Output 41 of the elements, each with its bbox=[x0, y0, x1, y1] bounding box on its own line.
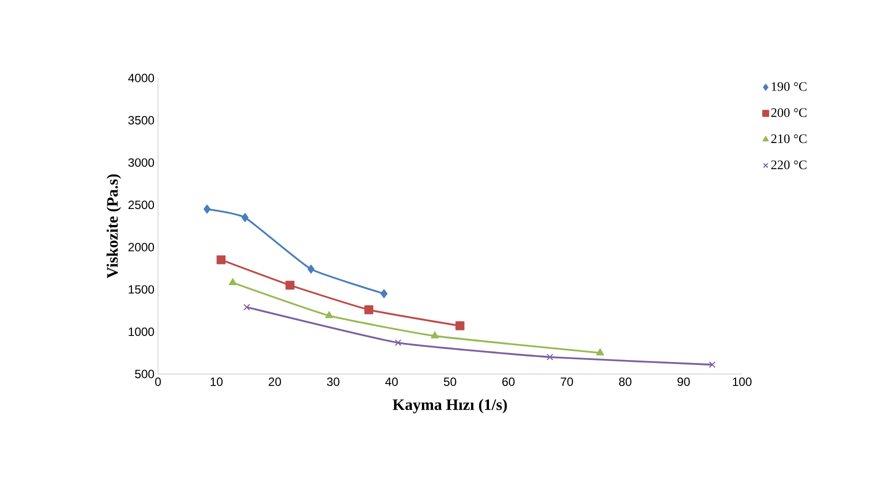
x-tick-label: 0 bbox=[155, 378, 161, 386]
y-tick-label: 2500 bbox=[128, 200, 154, 210]
x-tick-label: 20 bbox=[268, 378, 281, 386]
point bbox=[596, 348, 604, 356]
point bbox=[430, 331, 439, 338]
x-tick-label: 70 bbox=[560, 378, 573, 386]
point bbox=[708, 361, 716, 368]
legend-label: 200 °C bbox=[771, 108, 806, 118]
x-tick-label: 80 bbox=[619, 378, 632, 386]
point bbox=[243, 304, 250, 311]
point bbox=[286, 280, 294, 290]
point bbox=[380, 289, 388, 298]
x-tick-label: 60 bbox=[502, 378, 515, 386]
y-tick-label: 3000 bbox=[128, 158, 154, 167]
y-tick-label: 4000 bbox=[128, 74, 154, 82]
y-tick-label: 2000 bbox=[128, 242, 154, 252]
y-tick-label: 1500 bbox=[128, 285, 154, 294]
point bbox=[228, 278, 237, 286]
x-tick-label: 90 bbox=[678, 378, 690, 386]
y-tick-label: 1000 bbox=[128, 327, 154, 336]
point bbox=[204, 204, 211, 214]
point bbox=[216, 255, 226, 264]
point bbox=[455, 321, 464, 330]
y-tick-label: 500 bbox=[135, 370, 154, 378]
point bbox=[546, 354, 554, 360]
y-tick-label: 3500 bbox=[128, 116, 154, 125]
legend-label: 210 °C bbox=[771, 134, 806, 144]
y-axis-title: Viskozite (Pa.s) bbox=[106, 174, 122, 278]
point bbox=[394, 339, 402, 346]
legend-label: 220 °C bbox=[771, 160, 806, 170]
x-tick-label: 50 bbox=[444, 378, 456, 386]
x-tick-label: 30 bbox=[327, 378, 340, 386]
point bbox=[364, 305, 374, 314]
x-tick-label: 100 bbox=[732, 378, 752, 386]
point bbox=[242, 213, 249, 222]
point bbox=[325, 311, 334, 318]
x-tick-label: 10 bbox=[210, 378, 223, 386]
x-tick-label: 40 bbox=[385, 378, 398, 386]
point bbox=[308, 264, 314, 274]
legend-label: 190 °C bbox=[772, 82, 806, 91]
x-axis-title: Kayma Hızı (1/s) bbox=[392, 398, 507, 414]
